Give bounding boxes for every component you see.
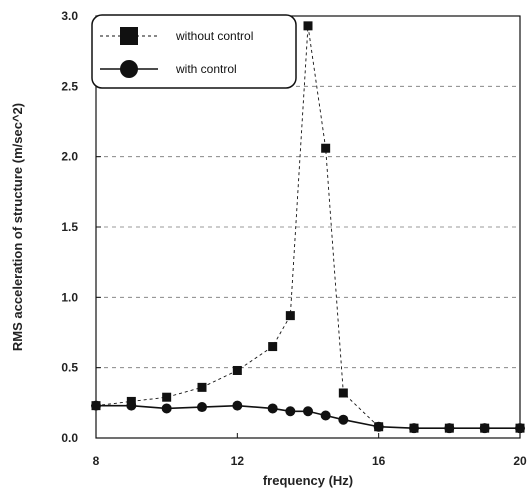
data-point-square (303, 21, 313, 31)
y-tick-label: 1.5 (61, 220, 78, 234)
x-tick-label: 16 (372, 454, 386, 468)
data-point-circle (197, 402, 207, 413)
data-point-circle (338, 414, 349, 425)
y-tick-label: 3.0 (61, 9, 78, 23)
legend-marker-circle (120, 60, 138, 78)
y-tick-label: 2.5 (61, 79, 78, 93)
data-point-circle (409, 423, 419, 434)
y-tick-label: 2.0 (61, 150, 78, 164)
data-point-square (162, 392, 172, 402)
data-point-circle (91, 400, 101, 411)
legend-label-without-control: without control (175, 29, 253, 43)
data-point-square (321, 143, 331, 153)
series-layer (91, 21, 525, 434)
data-point-circle (515, 423, 525, 434)
data-point-circle (285, 406, 296, 417)
legend: without control with control (91, 14, 297, 89)
data-point-square (197, 382, 207, 392)
data-point-circle (444, 423, 455, 434)
data-point-circle (303, 406, 313, 417)
gridlines (96, 85, 520, 369)
y-tick-label: 0.5 (61, 361, 78, 375)
legend-box (91, 14, 297, 89)
x-tick-label: 20 (513, 454, 527, 468)
data-point-circle (373, 421, 384, 432)
data-point-square (268, 342, 278, 352)
data-point-circle (267, 403, 278, 414)
data-point-square (338, 388, 348, 398)
legend-label-with-control: with control (175, 62, 237, 76)
y-axis-label: RMS acceleration of structure (m/sec^2) (10, 103, 25, 351)
data-point-circle (126, 400, 137, 411)
data-point-circle (320, 410, 331, 421)
y-axis: 0.0 0.5 1.0 1.5 2.0 2.5 3.0 (61, 9, 101, 445)
x-axis-label: frequency (Hz) (263, 473, 353, 488)
x-axis: 8 12 16 20 (93, 433, 527, 468)
data-point-circle (161, 403, 172, 414)
legend-marker-square (120, 27, 138, 45)
x-tick-label: 12 (231, 454, 245, 468)
data-point-square (232, 365, 242, 375)
y-tick-label: 1.0 (61, 290, 78, 304)
series-with-control (91, 400, 525, 434)
y-tick-label: 0.0 (61, 431, 78, 445)
x-tick-label: 8 (93, 454, 100, 468)
data-point-square (285, 311, 295, 321)
data-point-circle (232, 400, 243, 411)
data-point-circle (479, 423, 490, 434)
